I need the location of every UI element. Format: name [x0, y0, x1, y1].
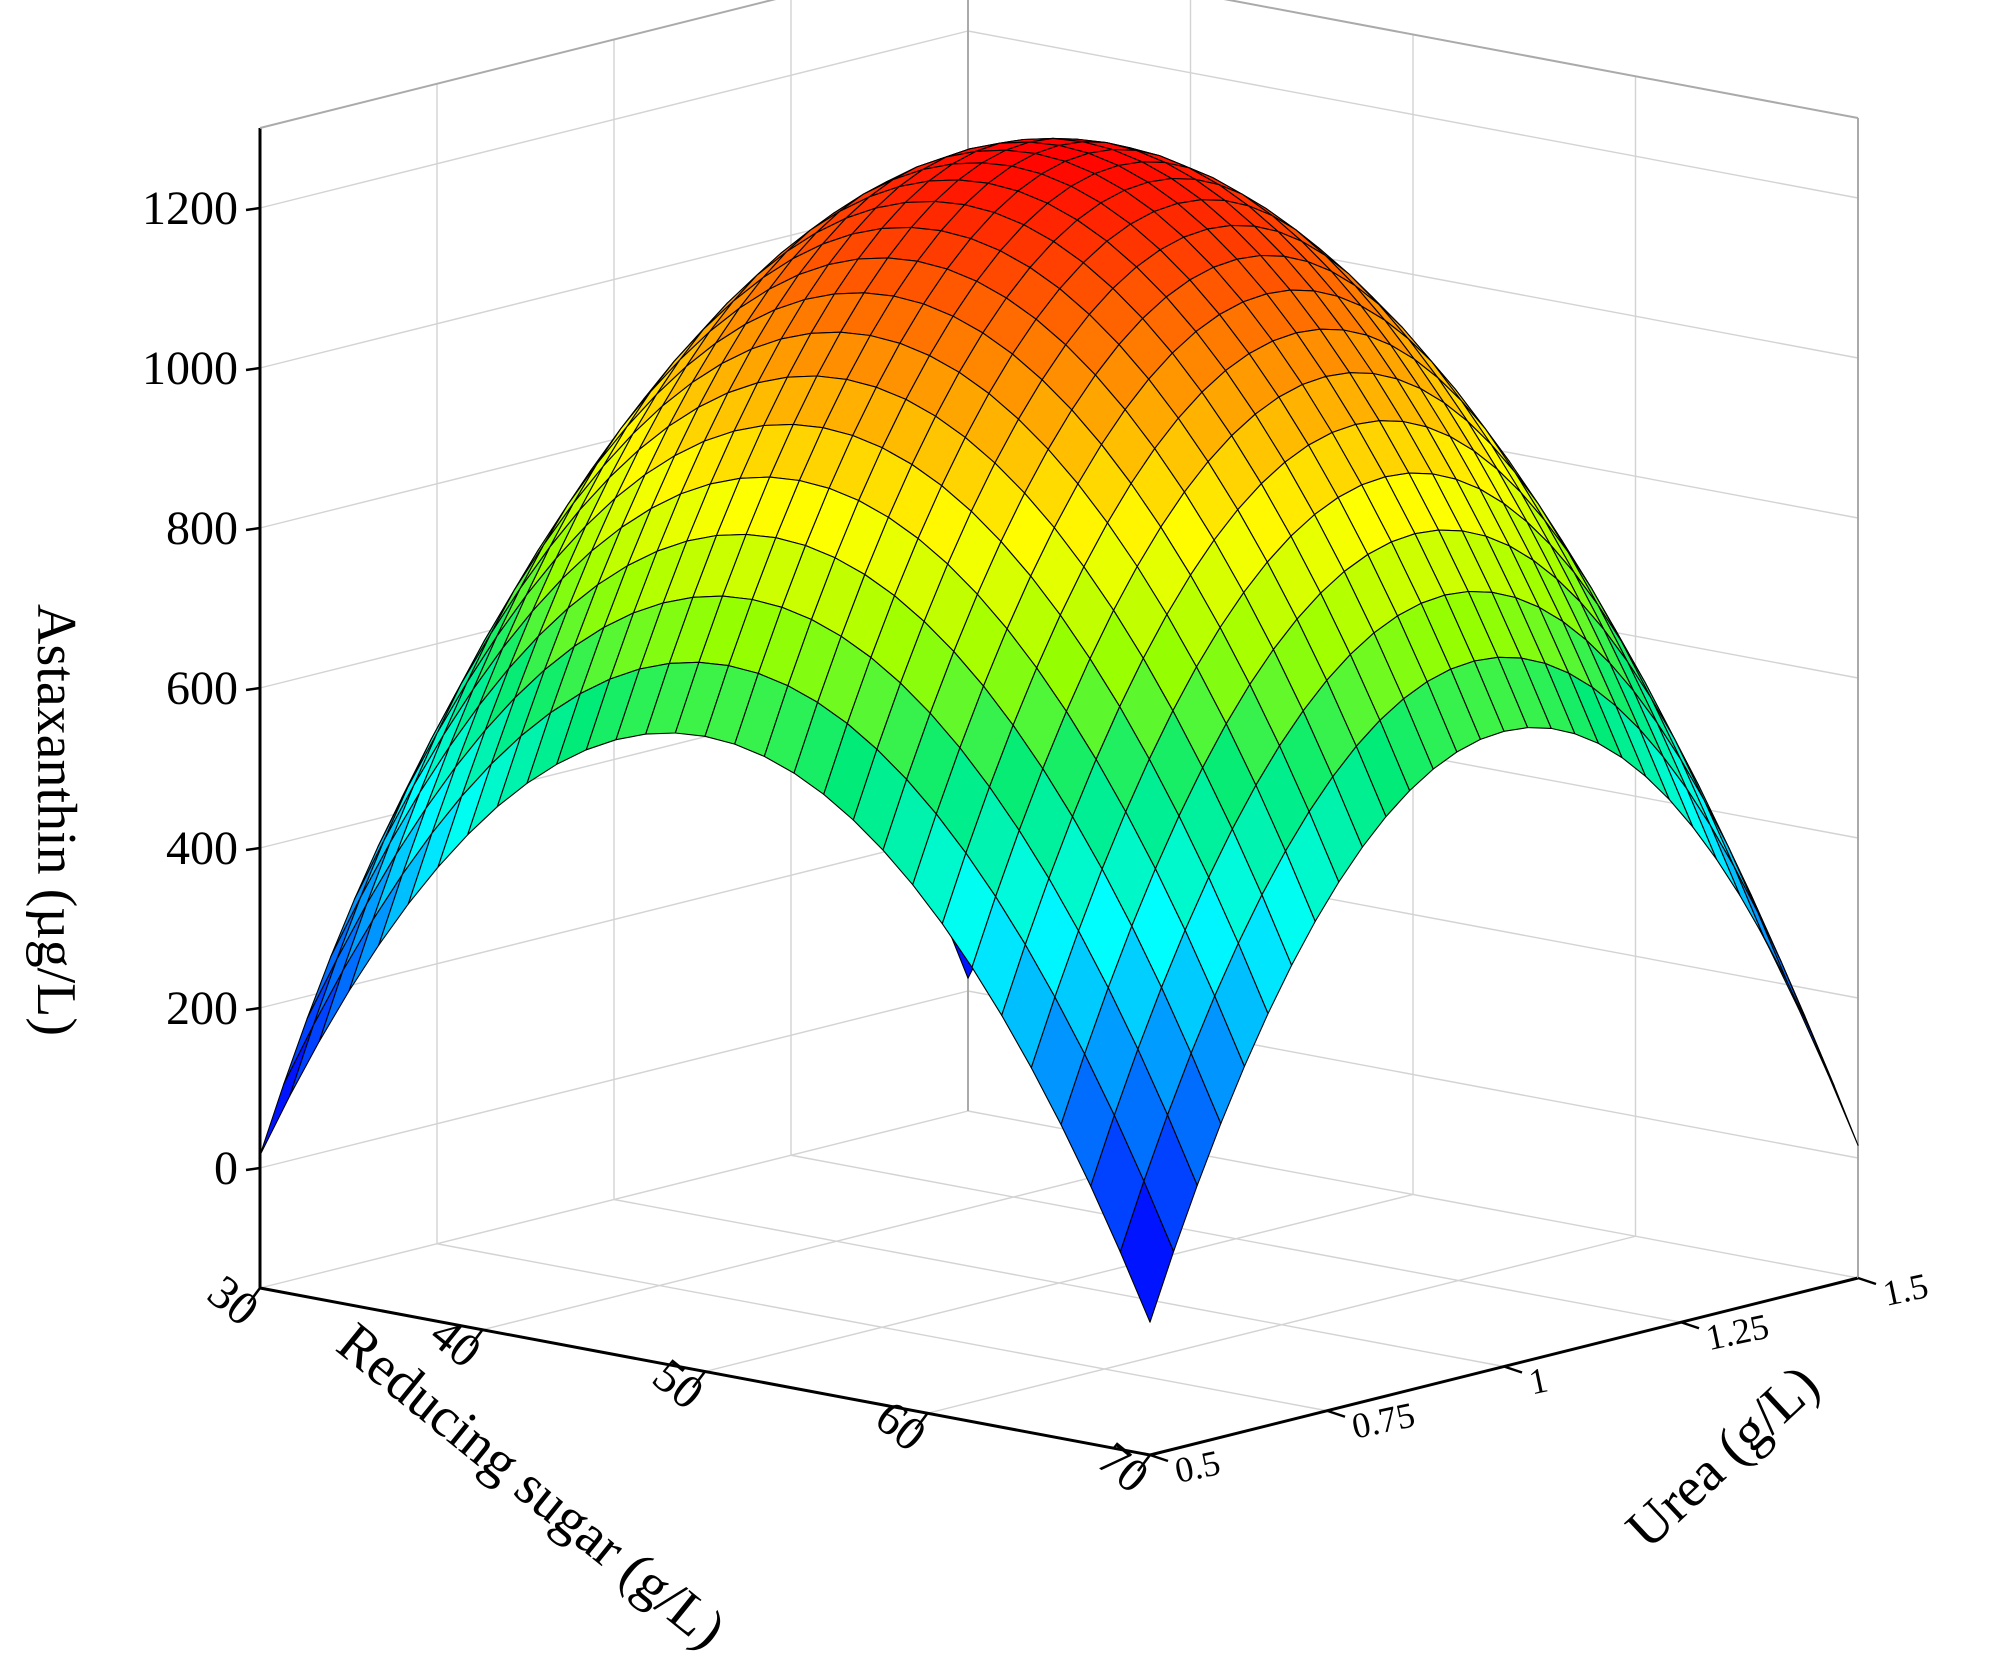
y-axis-title: Urea (g/L) — [1615, 1353, 1831, 1561]
top-left-edge — [259, 0, 777, 129]
response-surface — [259, 137, 1859, 1323]
y-tick — [1503, 1365, 1523, 1374]
surface-patch — [1733, 865, 1788, 983]
z-tick-label: 600 — [166, 662, 238, 715]
x-tick — [914, 1412, 929, 1430]
z-tick-label: 0 — [214, 1142, 238, 1195]
grid-line-floor-y — [790, 1154, 1682, 1323]
z-tick-label: 800 — [166, 502, 238, 555]
y-tick — [1149, 1453, 1169, 1463]
surface-patch — [1686, 788, 1741, 897]
z-tick — [245, 366, 261, 372]
y-tick-label: 1 — [1525, 1359, 1551, 1402]
z-tick — [245, 1006, 261, 1012]
x-tick-label: 70 — [1088, 1432, 1159, 1503]
x-tick-label: 30 — [198, 1265, 269, 1336]
y-tick-label: 0.5 — [1171, 1442, 1223, 1490]
top-right-edge — [1223, 0, 1859, 119]
y-tick-label: 1.5 — [1879, 1265, 1931, 1313]
surface-patch — [289, 970, 344, 1097]
z-axis-title: Astaxanthin (µg/L) — [25, 604, 87, 1036]
x-tick — [247, 1287, 261, 1305]
x-tick-label: 50 — [643, 1349, 714, 1420]
surface-patch — [259, 1024, 314, 1156]
surface-patch — [1119, 1180, 1175, 1323]
z-tick — [245, 846, 261, 852]
z-tick — [245, 1166, 261, 1172]
z-tick — [245, 686, 261, 692]
z-tick-label: 1200 — [142, 182, 238, 235]
grid-line-floor-y — [436, 1243, 1328, 1412]
x-tick — [1137, 1454, 1151, 1472]
y-tick — [1680, 1321, 1700, 1330]
x-tick — [692, 1370, 706, 1389]
y-tick — [1326, 1409, 1346, 1418]
surface-patch — [1709, 824, 1765, 938]
z-tick-label: 400 — [166, 822, 238, 875]
z-tick — [245, 526, 261, 532]
grid-line-floor-y — [613, 1198, 1505, 1368]
z-tick-label: 200 — [166, 982, 238, 1035]
z-tick — [245, 206, 261, 212]
x-tick — [469, 1329, 484, 1347]
y-tick — [1857, 1276, 1877, 1286]
z-tick-label: 1000 — [142, 342, 238, 395]
x-tick-label: 60 — [865, 1390, 936, 1461]
